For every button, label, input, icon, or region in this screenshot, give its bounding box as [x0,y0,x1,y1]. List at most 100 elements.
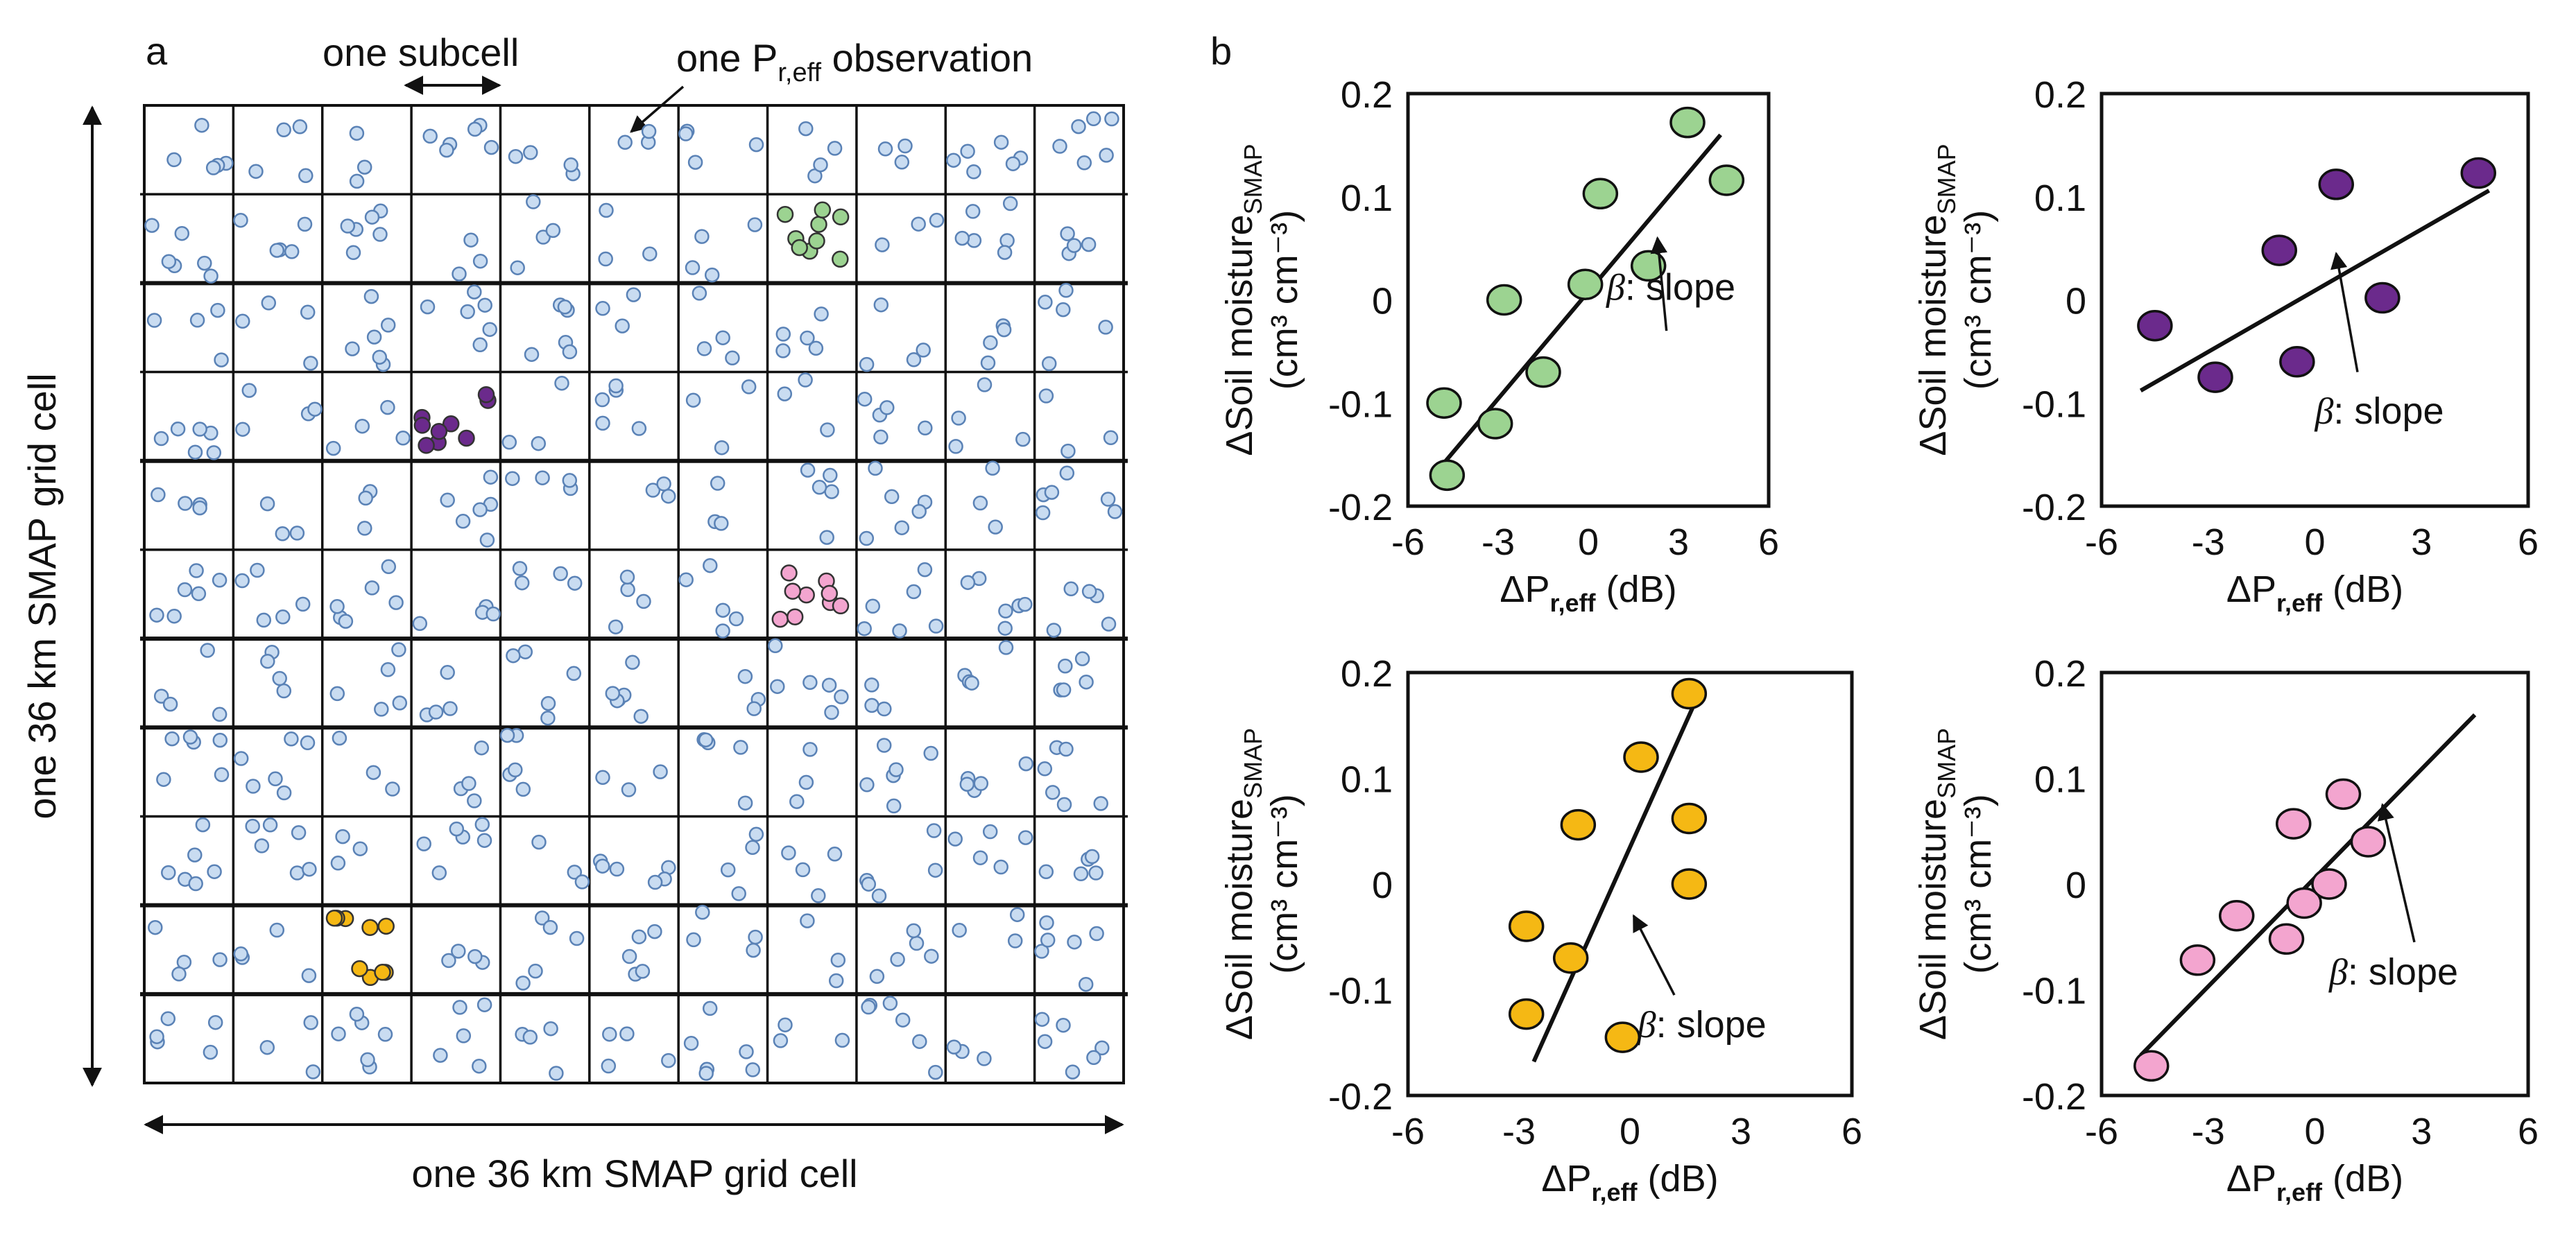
observation-dot [715,623,730,639]
x-axis-label: ΔPr,eff (dB) [1541,1158,1718,1206]
data-point [2219,900,2255,932]
observation-dot [906,584,922,600]
x-tick-label: 6 [2518,521,2539,563]
x-grid-caption: one 36 km SMAP grid cell [411,1152,857,1195]
observation-dot [912,1034,927,1049]
observation-dot [508,148,524,164]
observation-dot [746,701,762,716]
observation-dot [456,1028,472,1043]
observation-dot [467,121,483,137]
observation-dot [861,876,877,892]
chart-purple: 0.2 0.1 0 -0.1 -0.2-6 -3 0 3 6 ΔPr,eff (dB) ΔSoil … [1912,74,2539,617]
observation-dot [980,355,996,371]
observation-dot [1035,505,1051,521]
observation-dot [443,701,458,716]
observation-dot [357,159,372,175]
observation-dot [924,948,939,964]
orange-cluster-dot [325,909,343,927]
observation-dot [619,1026,635,1041]
observation-dot [515,976,531,991]
observation-dot [506,648,521,664]
observation-dot [926,823,942,838]
chart-green: 0.2 0.1 0 -0.1 -0.2-6 -3 0 3 6 ΔPr,eff (dB) ΔSoil … [1219,74,1779,617]
observation-dot [894,520,910,535]
purple-cluster-dot [458,429,475,447]
observation-dot [262,817,278,833]
observation-dot [1094,1040,1110,1056]
observation-dot [660,488,676,504]
y-tick-label: 0.2 [2034,74,2086,116]
observation-dot [412,616,428,632]
observation-dot [621,948,637,964]
observation-dot [301,968,317,983]
y-tick-label: -0.1 [2022,971,2086,1012]
observation-dot [636,593,651,609]
observation-dot [973,776,989,791]
observation-dot [254,838,270,854]
observation-dot [388,595,404,610]
green-cluster-dot [814,201,832,219]
observation-dot [1017,596,1033,612]
observation-dot [635,964,651,979]
subcell-grid [140,104,1128,1084]
observation-dot [562,344,578,360]
observation-dot [959,777,975,792]
slope-arrow [2330,252,2359,372]
observation-dot [1103,430,1119,446]
observation-dot [641,123,657,139]
observation-dot [395,431,411,446]
observation-dot [233,751,249,766]
observation-dot [512,561,528,576]
x-tick-label: 0 [1578,521,1599,563]
x-tick-label: 3 [1668,521,1689,563]
observation-dot [977,377,993,392]
observation-dot [819,530,834,545]
observation-dot [692,286,707,301]
observation-dot [307,401,323,417]
x-tick-label: 6 [1758,521,1779,563]
observation-dot [698,732,714,747]
observation-dot [422,128,438,144]
observation-dot [233,212,248,228]
observation-dot [1038,388,1054,404]
observation-dot [599,202,614,218]
purple-cluster-dot [418,437,435,454]
observation-dot [1056,682,1072,698]
observation-dot [993,135,1009,150]
observation-dot [166,608,182,624]
observation-dot [619,569,635,585]
observation-dot [982,824,998,840]
observation-dot [214,767,230,783]
observation-dot [146,313,162,328]
observation-dot [210,302,225,318]
observation-dot [609,861,625,877]
observation-dot [483,139,499,155]
observation-dot [620,582,635,598]
green-cluster-dot [832,208,850,226]
observation-dot [773,1033,789,1048]
observation-dot [214,352,229,367]
observation-dot [1046,623,1062,638]
observation-dot [821,677,837,693]
observation-dot [873,429,888,445]
observation-dot [463,232,479,248]
observation-dot [775,343,791,358]
observation-dot [349,125,365,141]
data-point [1582,177,1619,210]
observation-dot [148,919,163,935]
observation-dot [149,1029,164,1044]
observation-dot [567,865,583,880]
observation-dot [269,922,285,938]
purple-cluster-dot [477,385,495,404]
observation-dot [918,420,933,436]
observation-dot [814,306,829,322]
observation-dot [703,557,718,573]
data-point [1477,408,1513,440]
panel-a-letter: a [146,29,168,73]
data-point [1525,356,1561,388]
observation-dot [647,874,663,890]
observation-dot [391,642,406,657]
observation-dot [1071,119,1086,135]
observation-dot [472,253,488,269]
observation-dot [259,1039,275,1055]
